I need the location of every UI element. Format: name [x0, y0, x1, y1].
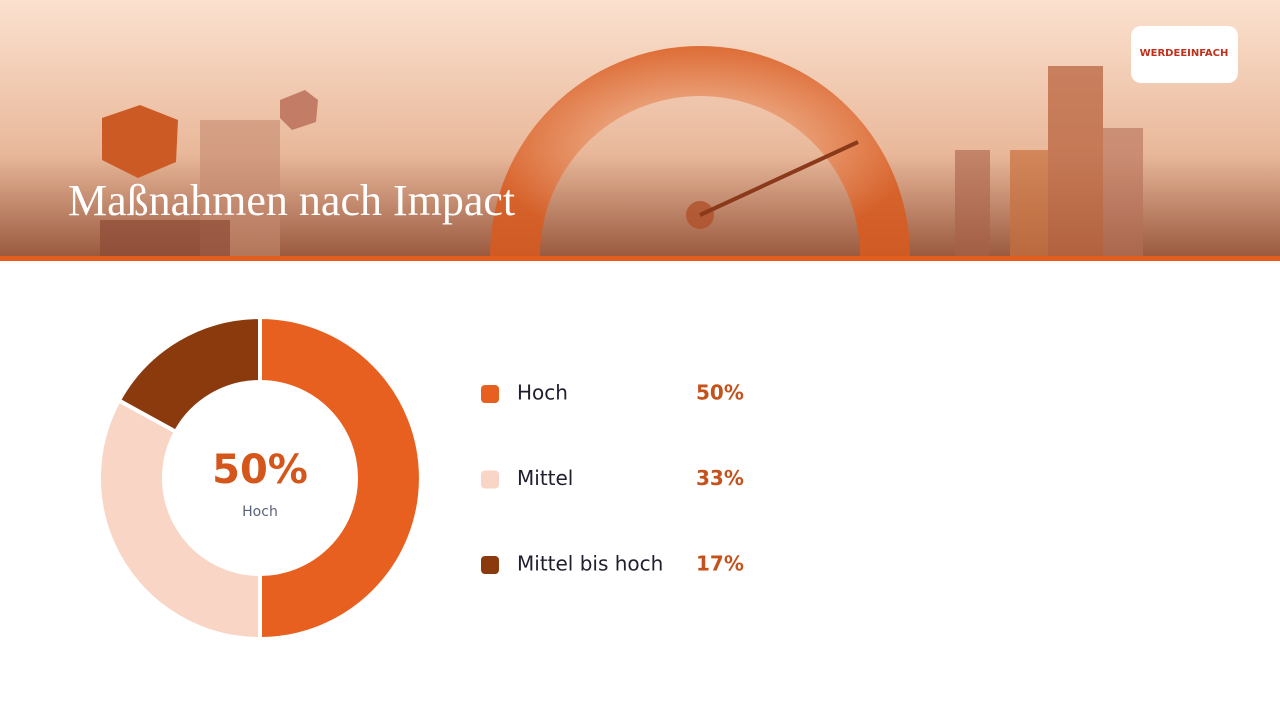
center-label: Hoch [242, 504, 278, 520]
donut-chart [97, 314, 423, 642]
legend-label: Mittel bis hoch [517, 552, 663, 576]
donut-segment [258, 314, 423, 642]
chart-title: Maßnahmen nach Impact [68, 176, 515, 225]
donut-segment [97, 397, 262, 642]
legend-label: Hoch [517, 381, 568, 405]
legend-swatch [481, 556, 499, 574]
legend-swatch [481, 470, 499, 489]
legend-value: 17% [696, 552, 744, 576]
logo: WERDEEINFACH [1140, 48, 1229, 59]
legend: Hoch 50% Mittel 33% Mittel bis hoch 17% [481, 381, 744, 576]
banner: WERDEEINFACH Maßnahmen nach Impact [0, 0, 1280, 261]
donut-segment [116, 314, 262, 435]
legend-value: 33% [696, 466, 744, 490]
legend-label: Mittel [517, 466, 573, 490]
center-value: 50% [212, 447, 308, 493]
legend-swatch [481, 385, 499, 403]
legend-value: 50% [696, 381, 744, 405]
